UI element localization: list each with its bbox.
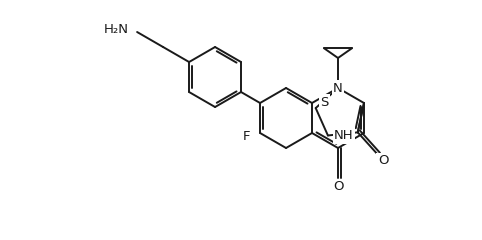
Text: F: F xyxy=(242,130,250,143)
Text: H₂N: H₂N xyxy=(104,23,129,36)
Text: O: O xyxy=(378,154,388,167)
Text: O: O xyxy=(333,180,343,193)
Text: S: S xyxy=(321,96,329,108)
Text: NH: NH xyxy=(334,129,354,142)
Text: N: N xyxy=(333,82,343,95)
